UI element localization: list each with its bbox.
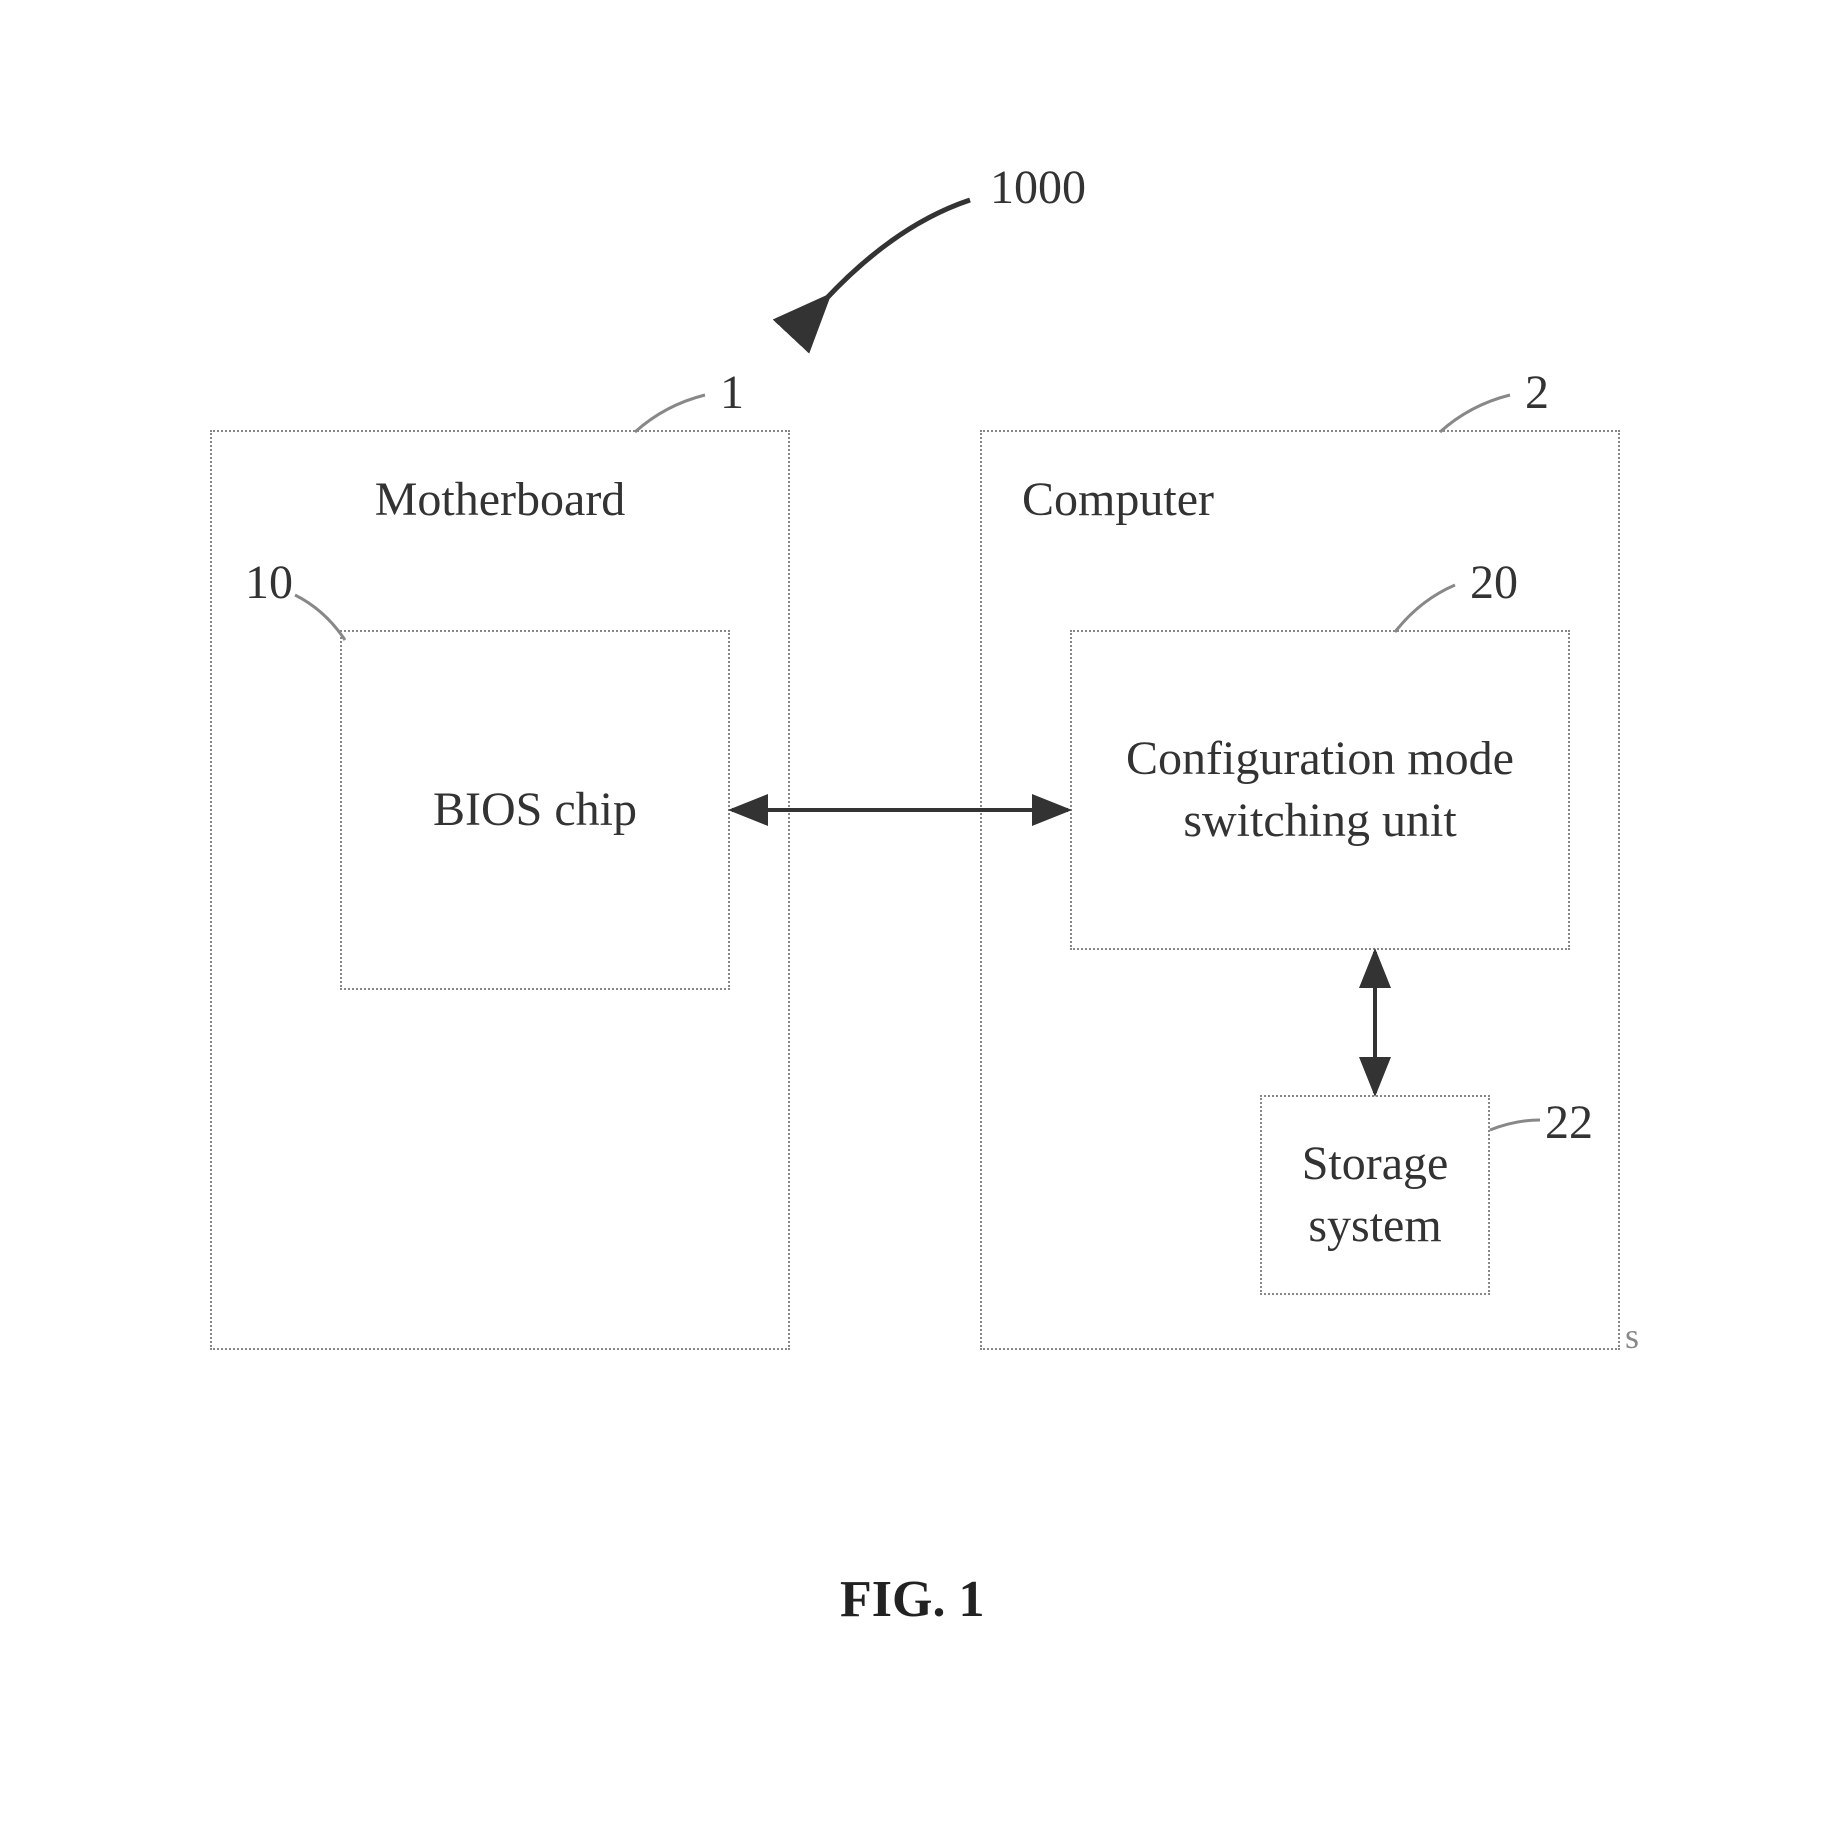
storage-box: Storage system: [1260, 1095, 1490, 1295]
ref-1: 1: [720, 365, 744, 420]
diagram-container: Motherboard BIOS chip Computer Configura…: [0, 0, 1843, 1826]
s-marker: s: [1625, 1315, 1639, 1357]
storage-label: Storage system: [1302, 1133, 1449, 1258]
config-unit-box: Configuration mode switching unit: [1070, 630, 1570, 950]
ref-1000: 1000: [990, 160, 1086, 215]
ref-10: 10: [245, 555, 293, 610]
leader-1000: [825, 200, 970, 300]
ref-22: 22: [1545, 1095, 1593, 1150]
ref-2: 2: [1525, 365, 1549, 420]
ref-20: 20: [1470, 555, 1518, 610]
leader-1: [635, 395, 705, 432]
bios-chip-box: BIOS chip: [340, 630, 730, 990]
leader-2: [1440, 395, 1510, 432]
config-unit-label: Configuration mode switching unit: [1126, 728, 1514, 853]
computer-title: Computer: [982, 472, 1618, 527]
motherboard-title: Motherboard: [212, 472, 788, 527]
figure-caption: FIG. 1: [840, 1570, 984, 1629]
bios-chip-label: BIOS chip: [433, 779, 637, 841]
